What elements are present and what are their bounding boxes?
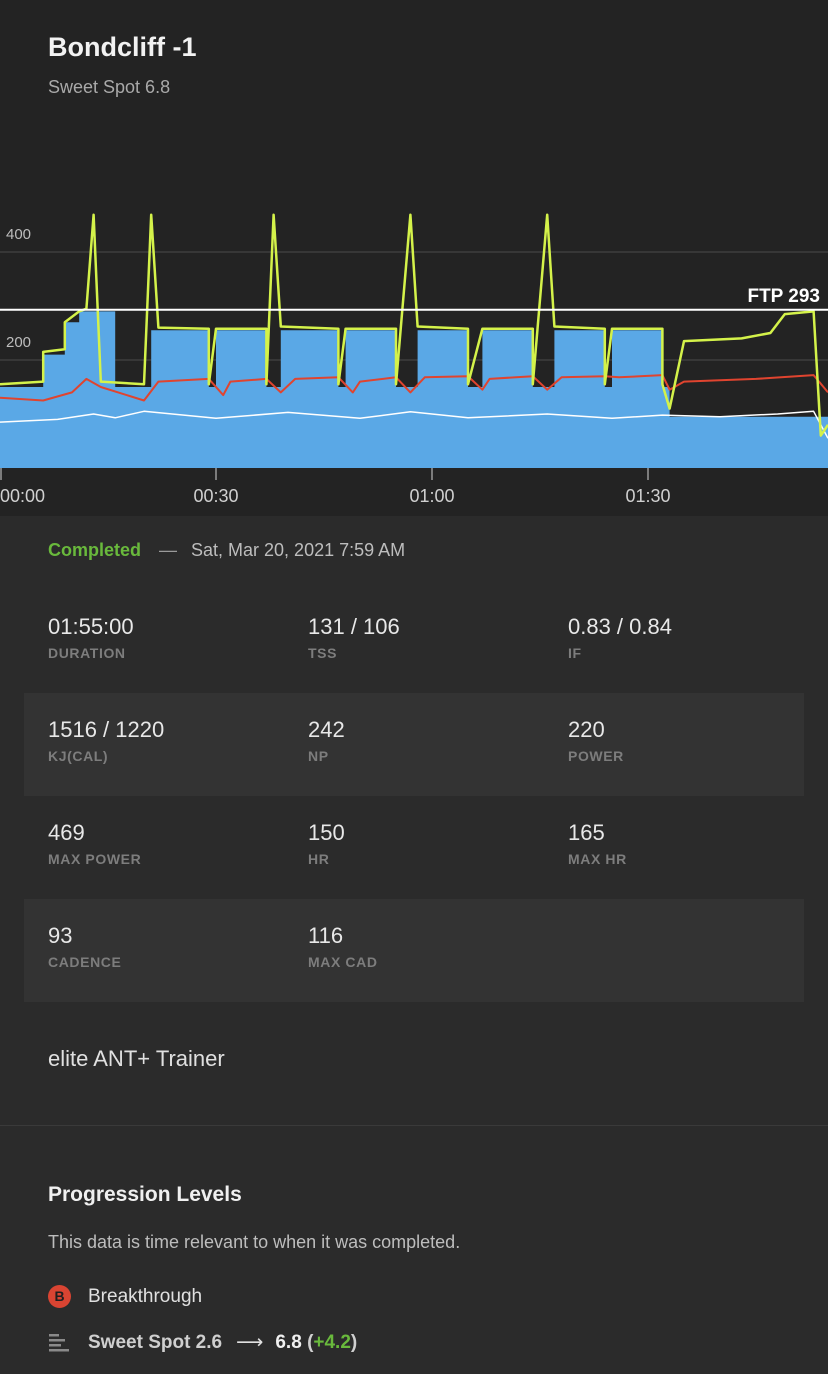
workout-chart[interactable]: 200 400 FTP 293 00:00 00:30 01:00 01:30: [0, 190, 828, 516]
stat-label: DURATION: [48, 645, 126, 661]
stat-kj: 1516 / 1220 KJ(CAL): [48, 717, 164, 764]
stat-label: POWER: [568, 748, 624, 764]
level-from: Sweet Spot 2.6: [88, 1332, 223, 1353]
stat-np: 242 NP: [308, 717, 345, 764]
stat-value: 242: [308, 717, 345, 742]
completed-label: Completed: [48, 540, 142, 560]
stat-value: 131 / 106: [308, 614, 400, 639]
workout-title: Bondcliff -1: [48, 32, 197, 62]
stat-value: 0.83 / 0.84: [568, 614, 672, 639]
stat-value: 93: [48, 923, 73, 948]
stat-max-hr: 165 MAX HR: [568, 820, 627, 867]
stat-value: 165: [568, 820, 605, 845]
progression-bars-icon: [49, 1334, 69, 1352]
stat-power: 220 POWER: [568, 717, 624, 764]
section-divider: [0, 1125, 828, 1126]
workout-subtitle: Sweet Spot 6.8: [48, 77, 171, 97]
stat-value: 220: [568, 717, 605, 742]
stat-label: HR: [308, 851, 330, 867]
stat-label: CADENCE: [48, 954, 122, 970]
stats-row-1: 01:55:00 DURATION 131 / 106 TSS 0.83 / 0.8…: [24, 590, 804, 693]
stat-duration: 01:55:00 DURATION: [48, 614, 134, 661]
y-tick-label: 200: [6, 334, 31, 351]
x-tick-label: 01:30: [625, 486, 670, 506]
delta-close: ): [350, 1332, 358, 1353]
x-tick-label: 01:00: [409, 486, 454, 506]
x-tick-label: 00:30: [193, 486, 238, 506]
x-tick-label: 00:00: [0, 486, 45, 506]
level-to: 6.8: [275, 1332, 302, 1353]
power-line: [0, 213, 828, 437]
completion-date: Sat, Mar 20, 2021 7:59 AM: [191, 540, 406, 560]
workout-header: Bondcliff -1 Sweet Spot 6.8 200 400 FTP 29…: [0, 0, 828, 516]
stat-value: 116: [308, 923, 344, 948]
stat-label: NP: [308, 748, 329, 764]
breakthrough-label: Breakthrough: [88, 1286, 203, 1307]
stat-value: 1516 / 1220: [48, 717, 165, 742]
level-delta: +4.2: [313, 1332, 351, 1353]
completion-status: Completed — Sat, Mar 20, 2021 7:59 AM: [48, 540, 405, 561]
stat-label: MAX HR: [568, 851, 627, 867]
status-dash: —: [159, 540, 178, 560]
stat-value: 469: [48, 820, 85, 845]
stat-max-cad: 116 MAX CAD: [308, 923, 378, 970]
stat-tss: 131 / 106 TSS: [308, 614, 400, 661]
stats-row-2: 1516 / 1220 KJ(CAL) 242 NP 220 POWER: [24, 693, 804, 796]
stat-label: TSS: [308, 645, 338, 661]
stat-label: IF: [568, 645, 582, 661]
stat-value: 150: [308, 820, 345, 845]
stat-hr: 150 HR: [308, 820, 345, 867]
stats-row-4: 93 CADENCE 116 MAX CAD: [24, 899, 804, 1002]
stat-max-power: 469 MAX POWER: [48, 820, 141, 867]
stat-cadence: 93 CADENCE: [48, 923, 121, 970]
stat-label: MAX CAD: [308, 954, 378, 970]
cadence-line: [0, 410, 828, 439]
stat-label: KJ(CAL): [48, 748, 109, 764]
stat-label: MAX POWER: [48, 851, 142, 867]
stat-value: 01:55:00: [48, 614, 134, 639]
arrow-right-icon: ⟶: [236, 1332, 264, 1353]
ftp-label: FTP 293: [747, 286, 820, 307]
delta-open: (: [307, 1332, 314, 1353]
progression-description: This data is time relevant to when it wa…: [48, 1232, 461, 1252]
stats-row-3: 469 MAX POWER 150 HR 165 MAX HR: [24, 796, 804, 899]
stat-if: 0.83 / 0.84 IF: [568, 614, 672, 661]
progression-level-text: Sweet Spot 2.6 ⟶ 6.8 (+4.2): [88, 1331, 357, 1354]
breakthrough-badge-icon: B: [48, 1285, 71, 1308]
trainer-device: elite ANT+ Trainer: [48, 1046, 225, 1071]
progression-title: Progression Levels: [48, 1183, 242, 1206]
y-tick-label: 400: [6, 226, 31, 243]
